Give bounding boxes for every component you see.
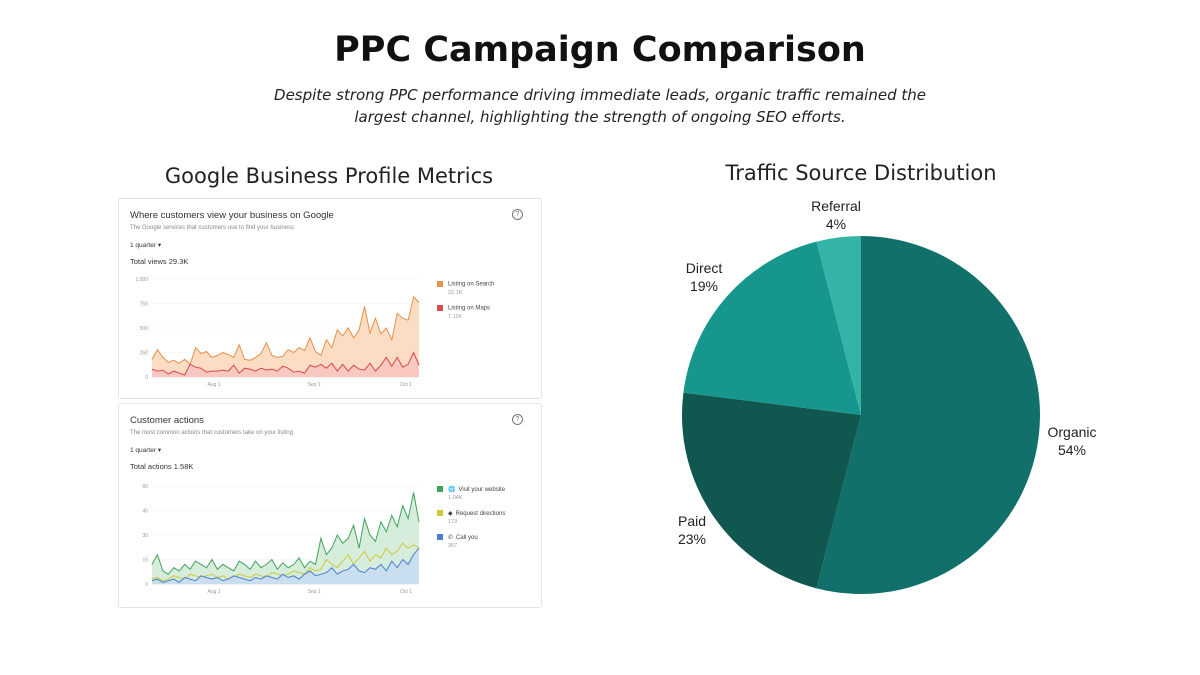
card-subtitle: The most common actions that customers t…: [130, 430, 294, 436]
views-card: Where customers view your business on Go…: [118, 198, 542, 399]
pie-chart: [682, 236, 1040, 594]
x-tick-label: Oct 1: [400, 589, 412, 595]
series-line: [151, 547, 420, 584]
globe-icon: 🌐: [448, 487, 456, 493]
legend-swatch: [437, 305, 443, 311]
slice-percent: 23%: [677, 531, 707, 547]
y-tick-label: 60: [142, 484, 148, 490]
legend-label: Listing on Search: [448, 281, 495, 288]
help-icon[interactable]: ?: [512, 414, 523, 425]
y-tick-label: 15: [142, 558, 148, 564]
series-line: [151, 351, 420, 376]
y-tick-label: 45: [142, 509, 148, 515]
page-title: PPC Campaign Comparison: [334, 30, 866, 70]
legend-item: ◆ Request directions 173: [437, 510, 505, 525]
series-line: [151, 492, 420, 575]
y-tick-label: 500: [140, 326, 149, 332]
slice-percent: 4%: [825, 216, 847, 232]
legend-swatch: [437, 510, 443, 517]
slice-percent: 54%: [1057, 442, 1087, 458]
legend-item: Listing on Maps 7.11K: [437, 305, 490, 320]
slice-name: Direct: [685, 260, 723, 276]
card-title: Where customers view your business on Go…: [130, 210, 334, 221]
legend-swatch: [437, 486, 443, 493]
legend-item: Listing on Search 22.1K: [437, 281, 494, 296]
pie-label: Direct 19%: [664, 259, 744, 295]
card-title: Customer actions: [130, 415, 204, 426]
total-views: Total views 29.3K: [130, 257, 189, 266]
pie-slice-referral: [816, 236, 861, 415]
legend-label: Visit your website: [458, 487, 506, 493]
x-tick-label: Aug 1: [207, 589, 220, 595]
legend-item: 🌐 Visit your website 1.04K: [437, 486, 505, 501]
x-tick-label: Sep 1: [307, 589, 320, 595]
legend-label: Call you: [456, 535, 478, 541]
series-line: [151, 295, 420, 366]
phone-icon: ✆: [448, 535, 454, 541]
card-subtitle: The Google services that customers use t…: [130, 225, 295, 231]
y-tick-label: 0: [145, 582, 148, 588]
legend-value: 7.11K: [448, 313, 462, 320]
legend-value: 173: [448, 519, 458, 525]
pie-slice-direct: [683, 241, 861, 415]
pie-slice-paid: [682, 392, 861, 589]
period-dropdown[interactable]: 1 quarter ▾: [130, 242, 162, 249]
x-tick-label: Sep 1: [307, 382, 320, 388]
y-tick-label: 250: [140, 351, 149, 357]
legend-value: 367: [448, 543, 458, 549]
series-area: [152, 548, 419, 584]
y-tick-label: 1,000: [135, 277, 148, 283]
series-area: [152, 296, 419, 377]
directions-icon: ◆: [448, 511, 453, 517]
legend-swatch: [437, 281, 443, 287]
views-chart: 0 250 500 750 1,000 Aug 1 Sep 1 Oct 1: [135, 277, 420, 388]
legend-label: Listing on Maps: [448, 305, 491, 312]
legend-swatch: [437, 534, 443, 541]
actions-chart: 0 15 30 45 60 Aug 1 Sep 1 Oct 1: [142, 484, 420, 595]
legend-value: 1.04K: [448, 495, 463, 501]
pie-label: Referral 4%: [796, 197, 876, 233]
pie-label: Paid 23%: [652, 512, 732, 548]
slice-percent: 19%: [689, 278, 719, 294]
slice-name: Referral: [811, 198, 861, 214]
pie-label: Organic 54%: [1032, 423, 1112, 459]
right-section-title: Traffic Source Distribution: [725, 161, 997, 185]
y-tick-label: 0: [145, 375, 148, 381]
legend-value: 22.1K: [448, 289, 463, 296]
series-line: [151, 542, 420, 582]
actions-card: Customer actions The most common actions…: [118, 403, 542, 608]
x-tick-label: Aug 1: [207, 382, 220, 388]
slice-name: Organic: [1047, 424, 1097, 440]
x-tick-label: Oct 1: [400, 382, 412, 388]
y-tick-label: 750: [140, 302, 149, 308]
y-tick-label: 30: [142, 533, 148, 539]
slice-name: Paid: [677, 513, 707, 529]
total-actions: Total actions 1.58K: [130, 462, 194, 471]
legend-label: Request directions: [455, 511, 506, 517]
left-section-title: Google Business Profile Metrics: [164, 164, 494, 188]
pie-slice-organic: [816, 236, 1040, 594]
period-dropdown[interactable]: 1 quarter ▾: [130, 447, 162, 454]
help-icon[interactable]: ?: [512, 209, 523, 220]
legend-item: ✆ Call you 367: [437, 534, 478, 549]
page-subtitle: Despite strong PPC performance driving i…: [274, 86, 926, 126]
